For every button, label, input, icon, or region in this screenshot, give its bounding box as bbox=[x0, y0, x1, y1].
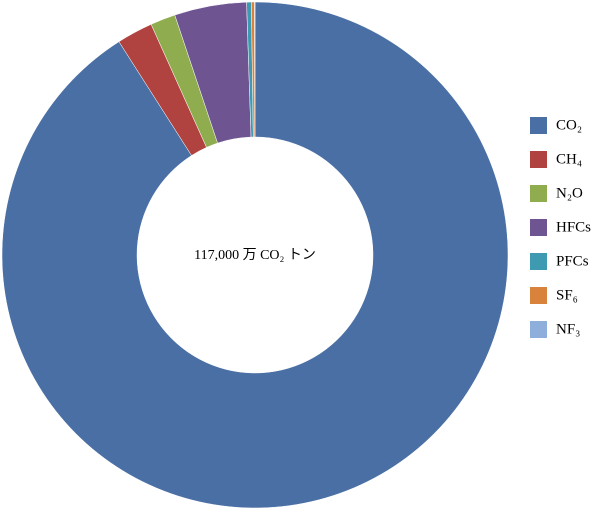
legend-swatch bbox=[530, 151, 547, 168]
legend-label: SF₆ bbox=[556, 287, 578, 303]
legend-label: PFCs bbox=[556, 253, 589, 269]
center-label: 117,000 万 CO₂ トン bbox=[194, 248, 316, 263]
legend-swatch bbox=[530, 287, 547, 304]
legend-swatch bbox=[530, 185, 547, 202]
legend-label: CO₂ bbox=[556, 117, 582, 133]
legend-swatch bbox=[530, 253, 547, 270]
legend-label: NF₃ bbox=[556, 321, 580, 337]
legend-swatch bbox=[530, 321, 547, 338]
legend-label: N₂O bbox=[556, 185, 583, 201]
legend-swatch bbox=[530, 117, 547, 134]
slice bbox=[1, 1, 509, 509]
legend-label: CH₄ bbox=[556, 151, 582, 167]
legend-swatch bbox=[530, 219, 547, 236]
legend-label: HFCs bbox=[556, 219, 591, 235]
